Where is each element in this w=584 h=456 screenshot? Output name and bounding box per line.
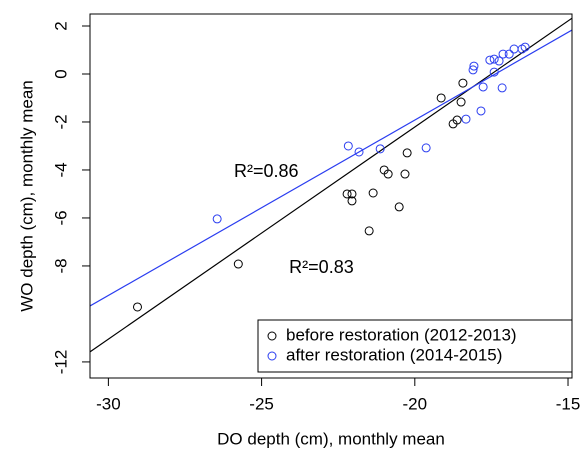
point — [498, 49, 508, 59]
point — [452, 115, 462, 125]
point — [132, 302, 142, 312]
y-tick-label: -4 — [51, 162, 70, 177]
legend-label: before restoration (2012-2013) — [286, 325, 517, 344]
point — [368, 188, 378, 198]
y-tick-label: 2 — [51, 21, 70, 30]
x-tick-label: -20 — [403, 394, 428, 413]
point — [342, 189, 352, 199]
point — [489, 67, 499, 77]
x-axis-label: DO depth (cm), monthly mean — [217, 429, 445, 448]
legend-box — [257, 319, 573, 373]
point — [343, 141, 353, 151]
y-axis-label: WO depth (cm), monthly mean — [17, 80, 36, 311]
y-tick-label: -2 — [51, 114, 70, 129]
x-tick-label: -30 — [96, 394, 121, 413]
point — [233, 259, 243, 269]
legend-marker — [267, 331, 277, 341]
point — [509, 44, 519, 54]
point — [383, 169, 393, 179]
point — [520, 42, 530, 52]
point — [489, 54, 499, 64]
legend-marker — [267, 351, 277, 361]
point — [476, 106, 486, 116]
point — [436, 93, 446, 103]
point — [461, 114, 471, 124]
y-tick-label: -8 — [51, 258, 70, 273]
point — [347, 196, 357, 206]
point — [504, 49, 514, 59]
y-tick-label: -6 — [51, 210, 70, 225]
point — [469, 61, 479, 71]
point — [394, 202, 404, 212]
x-tick-label: -25 — [249, 394, 274, 413]
point — [400, 169, 410, 179]
x-tick-label: -15 — [556, 394, 581, 413]
point — [421, 143, 431, 153]
fit-line — [90, 17, 572, 353]
y-tick-label: -12 — [51, 350, 70, 375]
point — [364, 226, 374, 236]
point — [456, 97, 466, 107]
point — [494, 56, 504, 66]
point — [458, 78, 468, 88]
point — [468, 65, 478, 75]
point — [402, 148, 412, 158]
y-tick-label: 0 — [51, 69, 70, 78]
point — [485, 55, 495, 65]
plot-frame — [89, 13, 573, 379]
point — [375, 144, 385, 154]
point — [354, 147, 364, 157]
point — [347, 189, 357, 199]
point — [497, 83, 507, 93]
point — [212, 214, 222, 224]
fit-annotation: R²=0.86 — [234, 161, 299, 181]
legend-label: after restoration (2014-2015) — [286, 345, 502, 364]
fit-line — [90, 29, 572, 307]
point — [478, 82, 488, 92]
fit-annotation: R²=0.83 — [289, 257, 354, 277]
